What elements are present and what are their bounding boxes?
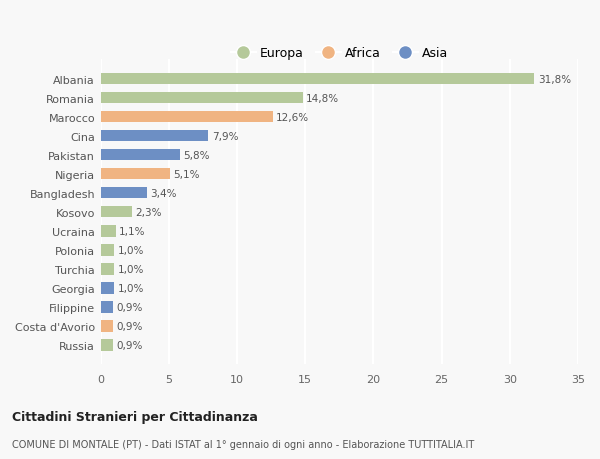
- Text: 7,9%: 7,9%: [212, 131, 238, 141]
- Bar: [101, 207, 132, 218]
- Bar: [101, 188, 147, 199]
- Text: 1,1%: 1,1%: [119, 226, 146, 236]
- Bar: [101, 150, 180, 161]
- Bar: [101, 283, 115, 294]
- Text: COMUNE DI MONTALE (PT) - Dati ISTAT al 1° gennaio di ogni anno - Elaborazione TU: COMUNE DI MONTALE (PT) - Dati ISTAT al 1…: [12, 440, 474, 449]
- Text: Cittadini Stranieri per Cittadinanza: Cittadini Stranieri per Cittadinanza: [12, 410, 258, 423]
- Bar: [101, 112, 272, 123]
- Text: 2,3%: 2,3%: [136, 207, 162, 217]
- Text: 3,4%: 3,4%: [151, 188, 177, 198]
- Bar: [101, 131, 208, 142]
- Bar: [101, 320, 113, 332]
- Text: 0,9%: 0,9%: [116, 321, 143, 331]
- Text: 14,8%: 14,8%: [306, 94, 339, 103]
- Text: 31,8%: 31,8%: [538, 74, 571, 84]
- Text: 5,8%: 5,8%: [183, 151, 209, 160]
- Text: 0,9%: 0,9%: [116, 302, 143, 312]
- Text: 5,1%: 5,1%: [173, 169, 200, 179]
- Bar: [101, 93, 302, 104]
- Bar: [101, 226, 116, 237]
- Text: 1,0%: 1,0%: [118, 245, 144, 255]
- Bar: [101, 263, 115, 275]
- Text: 12,6%: 12,6%: [276, 112, 309, 123]
- Bar: [101, 74, 535, 85]
- Text: 0,9%: 0,9%: [116, 340, 143, 350]
- Bar: [101, 302, 113, 313]
- Bar: [101, 168, 170, 180]
- Text: 1,0%: 1,0%: [118, 264, 144, 274]
- Legend: Europa, Africa, Asia: Europa, Africa, Asia: [226, 42, 453, 65]
- Bar: [101, 245, 115, 256]
- Bar: [101, 340, 113, 351]
- Text: 1,0%: 1,0%: [118, 283, 144, 293]
